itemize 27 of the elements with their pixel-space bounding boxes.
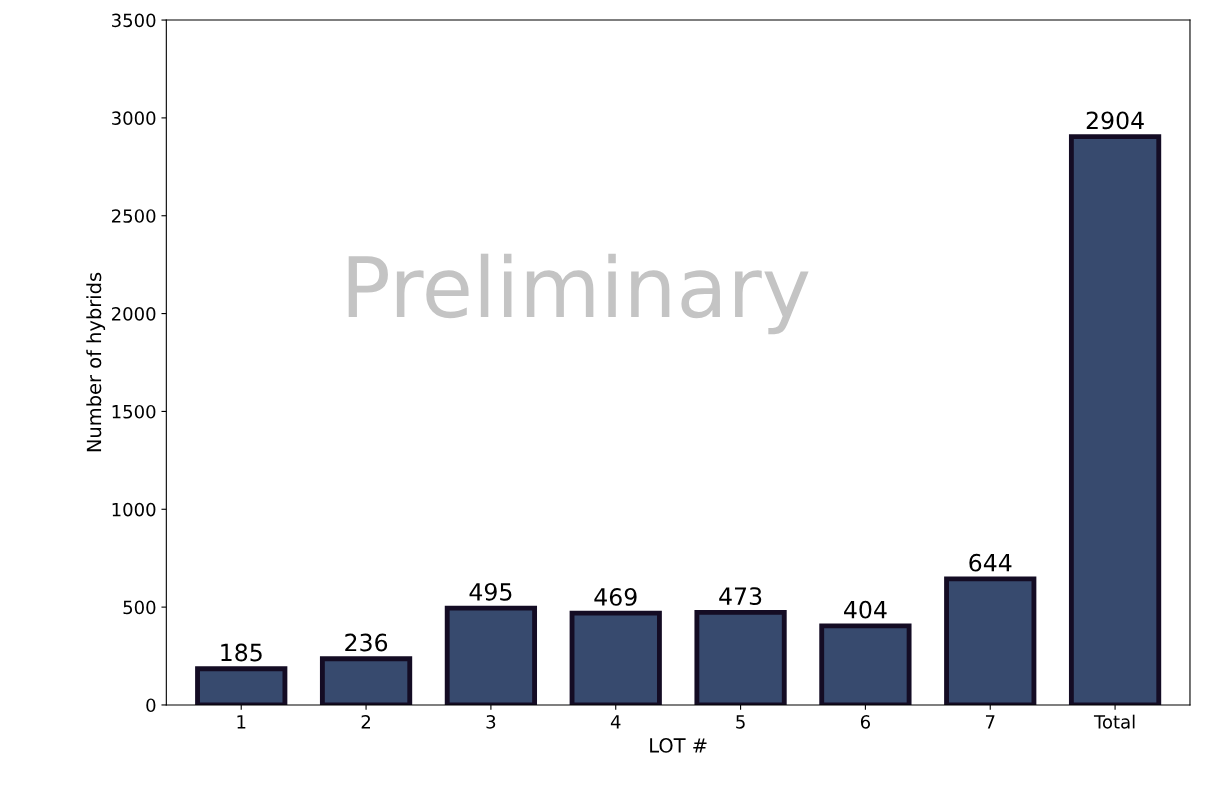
data-label: 236 — [345, 633, 388, 652]
data-label: 644 — [969, 553, 1012, 572]
y-tick-label: 0 — [146, 698, 156, 713]
y-tick-label: 500 — [123, 600, 156, 615]
x-tick-label: Total — [1093, 714, 1135, 729]
x-axis-title: LOT # — [650, 738, 707, 753]
y-tick-label: 1500 — [112, 404, 156, 419]
data-label: 185 — [221, 643, 262, 662]
data-label: 495 — [469, 582, 512, 601]
data-label: 473 — [719, 587, 762, 606]
annotation: Preliminary — [348, 253, 809, 335]
y-tick-label: 2500 — [111, 209, 156, 223]
y-tick-label: 2000 — [111, 307, 156, 321]
x-tick-label: 7 — [985, 715, 995, 729]
x-tick-label: 1 — [237, 715, 246, 729]
y-tick-label: 3500 — [112, 13, 156, 28]
data-label: 404 — [844, 600, 887, 619]
data-label: 469 — [594, 587, 637, 606]
x-tick-label: 2 — [361, 715, 370, 729]
x-tick-label: 3 — [486, 715, 496, 729]
y-axis-title: Number of hybrids — [86, 272, 106, 452]
data-label: 2904 — [1086, 111, 1144, 130]
x-tick-label: 5 — [736, 715, 745, 729]
y-tick-label: 1000 — [112, 502, 156, 517]
x-tick-label: 4 — [610, 715, 621, 729]
y-tick-label: 3000 — [112, 111, 156, 126]
x-tick-label: 6 — [860, 715, 871, 729]
